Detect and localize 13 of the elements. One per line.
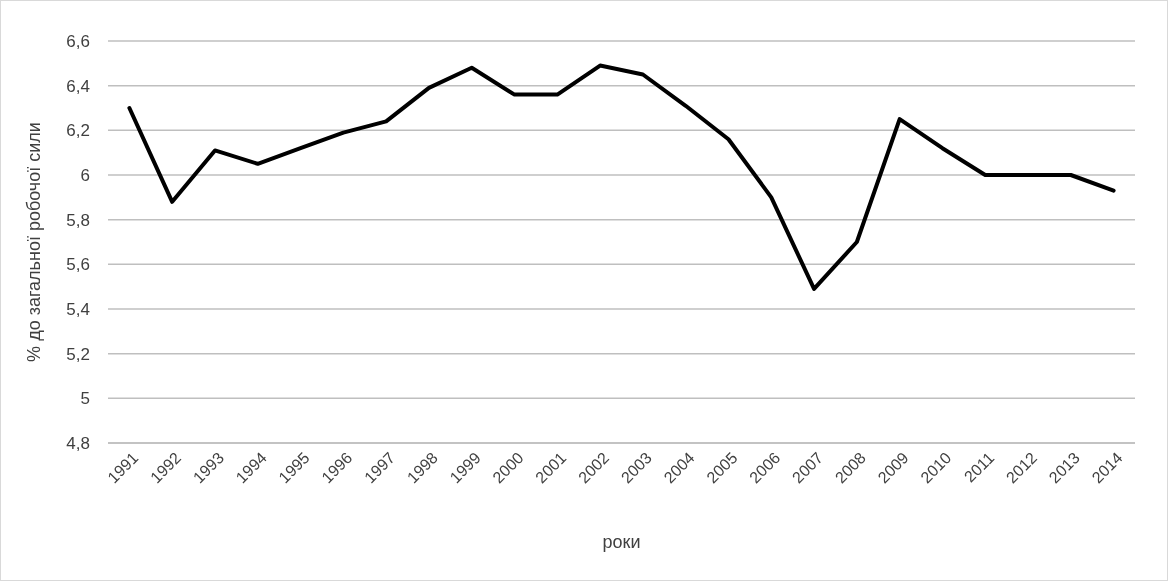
y-tick-label: 6: [80, 165, 90, 185]
y-tick-label: 6,4: [66, 76, 90, 96]
y-tick-label: 5,4: [66, 299, 90, 319]
line-series: [127, 63, 1116, 291]
x-axis-title: роки: [602, 532, 641, 552]
y-tick-label: 6,6: [66, 31, 90, 51]
y-tick-label: 5: [80, 389, 90, 409]
y-axis-title: % до загальної робочої сили: [24, 122, 44, 362]
y-tick-label: 5,6: [66, 255, 90, 275]
y-tick-label: 4,8: [66, 433, 90, 453]
y-tick-label: 5,8: [66, 210, 90, 230]
y-tick-label: 6,2: [66, 121, 90, 141]
y-tick-label: 5,2: [66, 344, 90, 364]
